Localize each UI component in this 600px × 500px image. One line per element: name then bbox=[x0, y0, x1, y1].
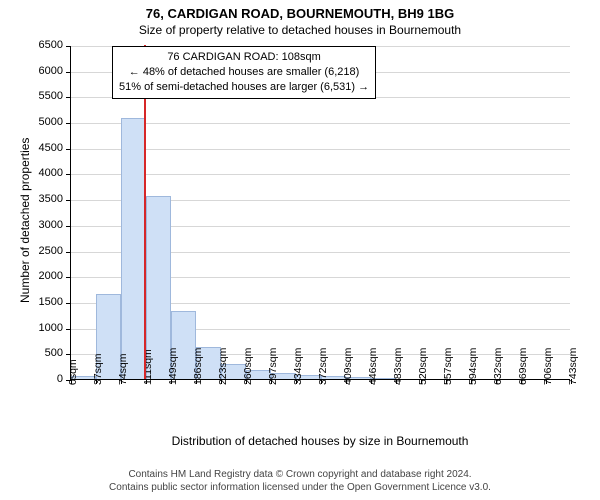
histogram-bar bbox=[121, 118, 146, 379]
x-tick-label: 334sqm bbox=[292, 348, 304, 385]
x-tick-label: 483sqm bbox=[392, 348, 404, 385]
x-tick-label: 632sqm bbox=[492, 348, 504, 385]
x-tick-label: 186sqm bbox=[192, 348, 204, 385]
x-tick-label: 149sqm bbox=[167, 348, 179, 385]
y-tick-label: 3500 bbox=[39, 193, 63, 205]
annotation-line-2: ← 48% of detached houses are smaller (6,… bbox=[119, 65, 369, 80]
y-tick-mark bbox=[66, 174, 71, 175]
chart-title-main: 76, CARDIGAN ROAD, BOURNEMOUTH, BH9 1BG bbox=[0, 6, 600, 21]
x-tick-label: 409sqm bbox=[342, 348, 354, 385]
y-tick-mark bbox=[66, 123, 71, 124]
y-tick-label: 4000 bbox=[39, 167, 63, 179]
chart-title-sub: Size of property relative to detached ho… bbox=[0, 23, 600, 37]
footer-line-2: Contains public sector information licen… bbox=[0, 481, 600, 494]
x-tick-label: 594sqm bbox=[467, 348, 479, 385]
y-tick-mark bbox=[66, 149, 71, 150]
y-tick-label: 1500 bbox=[39, 296, 63, 308]
x-tick-label: 74sqm bbox=[117, 353, 129, 385]
y-tick-label: 500 bbox=[45, 347, 63, 359]
y-tick-mark bbox=[66, 97, 71, 98]
annotation-line-3: 51% of semi-detached houses are larger (… bbox=[119, 80, 369, 95]
x-tick-label: 446sqm bbox=[367, 348, 379, 385]
x-tick-label: 743sqm bbox=[567, 348, 579, 385]
y-tick-label: 4500 bbox=[39, 142, 63, 154]
x-tick-label: 706sqm bbox=[542, 348, 554, 385]
annotation-line-1: 76 CARDIGAN ROAD: 108sqm bbox=[119, 50, 369, 65]
x-tick-label: 669sqm bbox=[517, 348, 529, 385]
chart-title-block: 76, CARDIGAN ROAD, BOURNEMOUTH, BH9 1BG … bbox=[0, 0, 600, 37]
y-tick-label: 0 bbox=[57, 373, 63, 385]
x-tick-label: 223sqm bbox=[217, 348, 229, 385]
x-tick-label: 0sqm bbox=[67, 359, 79, 385]
y-tick-mark bbox=[66, 354, 71, 355]
y-tick-label: 2500 bbox=[39, 245, 63, 257]
x-tick-label: 260sqm bbox=[242, 348, 254, 385]
y-tick-mark bbox=[66, 46, 71, 47]
y-tick-mark bbox=[66, 72, 71, 73]
x-tick-label: 37sqm bbox=[92, 353, 104, 385]
y-tick-label: 6500 bbox=[39, 39, 63, 51]
y-tick-mark bbox=[66, 200, 71, 201]
x-tick-label: 557sqm bbox=[442, 348, 454, 385]
y-tick-mark bbox=[66, 303, 71, 304]
y-tick-label: 5000 bbox=[39, 116, 63, 128]
footer: Contains HM Land Registry data © Crown c… bbox=[0, 468, 600, 494]
y-tick-label: 3000 bbox=[39, 219, 63, 231]
x-axis-title: Distribution of detached houses by size … bbox=[70, 434, 570, 448]
x-tick-label: 520sqm bbox=[417, 348, 429, 385]
y-tick-mark bbox=[66, 277, 71, 278]
x-tick-label: 297sqm bbox=[267, 348, 279, 385]
y-tick-mark bbox=[66, 252, 71, 253]
y-tick-label: 1000 bbox=[39, 322, 63, 334]
y-tick-label: 5500 bbox=[39, 90, 63, 102]
y-axis-title: Number of detached properties bbox=[18, 138, 32, 303]
annotation-box: 76 CARDIGAN ROAD: 108sqm ← 48% of detach… bbox=[112, 46, 376, 99]
y-tick-mark bbox=[66, 329, 71, 330]
y-tick-label: 6000 bbox=[39, 65, 63, 77]
y-tick-label: 2000 bbox=[39, 270, 63, 282]
y-tick-mark bbox=[66, 226, 71, 227]
footer-line-1: Contains HM Land Registry data © Crown c… bbox=[0, 468, 600, 481]
x-tick-label: 372sqm bbox=[317, 348, 329, 385]
